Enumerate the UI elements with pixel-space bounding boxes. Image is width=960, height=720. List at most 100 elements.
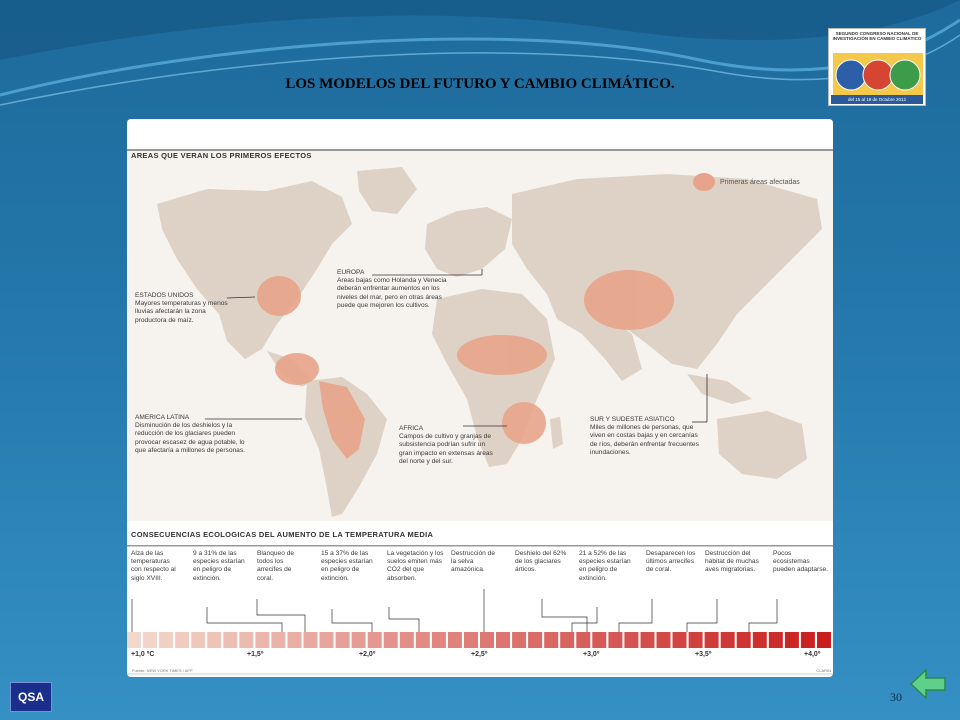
consequence-item: 9 a 31% de las especies estarían en peli… [193,550,245,582]
qsa-logo[interactable]: QSA [10,682,52,712]
scale-segment [239,632,254,648]
scale-segment [464,632,478,648]
scale-segment [672,632,687,648]
scale-segment [159,632,174,648]
scale-segment [736,632,751,648]
scale-segment [319,632,334,648]
consequence-item: Blanqueo de todos los arrecifes de coral… [257,550,295,582]
region-name: EUROPA [337,269,365,276]
region-desc: Miles de millones de personas, que viven… [590,424,699,456]
legend-swatch [693,173,715,191]
infographic-panel: AREAS QUE VERAN LOS PRIMEROS EFECTOS Pri… [127,119,833,677]
consequence-item: Destrucción de la selva amazónica. [451,550,495,574]
scale-segment [383,632,398,648]
region-name: AMERICA LATINA [135,414,190,421]
scale-segment [431,632,446,648]
source-credit: Fuente: NEW YORK TIMES / AFP [132,668,193,673]
scale-segment [271,632,286,648]
congress-logo: SEGUNDO CONGRESO NACIONAL DE INVESTIGACI… [828,28,926,106]
affected-central-america [275,353,319,385]
scale-segment [688,632,703,648]
scale-segment [624,632,639,648]
slide-title: LOS MODELOS DEL FUTURO Y CAMBIO CLIMÁTIC… [285,76,675,92]
scale-segment [143,632,157,648]
affected-southern-africa [502,402,546,444]
scale-segment [496,632,510,648]
scale-segment [207,632,222,648]
scale-segment [175,632,190,648]
consequence-item: Desaparecen los últimos arrecifes de cor… [646,550,696,574]
region-name: SUR Y SUDESTE ASIATICO [590,416,675,423]
scale-segment [367,632,382,648]
region-desc: Mayores temperaturas y menos lluvias afe… [135,300,228,324]
region-africa: AFRICA Campos de cultivo y granjas de su… [399,425,494,466]
logo-dates: del 15 al 19 de Octubre 2012 [831,95,923,104]
scale-segment [415,632,430,648]
scale-label: +2,5º [471,651,488,658]
logo-text: SEGUNDO CONGRESO NACIONAL DE INVESTIGACI… [832,31,922,41]
region-asia: SUR Y SUDESTE ASIATICO Miles de millones… [590,416,702,457]
consequences-title: CONSECUENCIAS ECOLOGICAS DEL AUMENTO DE … [131,530,434,539]
scale-label: +3,5º [695,651,712,658]
scale-segment [576,632,591,648]
scale-segment [768,632,783,648]
consequence-item: La vegetación y los suelos emiten más CO… [387,550,444,582]
scale-segment [223,632,238,648]
affected-usa [257,276,301,316]
scale-segment [704,632,719,648]
consequence-item: 21 a 52% de las especies estarían en pel… [579,550,631,582]
scale-label: +1,5º [247,651,264,658]
scale-segment [640,632,655,648]
region-latam: AMERICA LATINA Disminución de los deshie… [135,414,247,455]
map-section-title: AREAS QUE VERAN LOS PRIMEROS EFECTOS [131,151,312,160]
scale-segment [752,632,767,648]
scale-segment [127,632,141,648]
scale-segment [255,632,270,648]
legend-label: Primeras áreas afectadas [720,178,800,186]
scale-label: +4,0º [804,651,821,658]
scale-segment [817,632,831,648]
publisher-credit: CLARIN [816,668,831,673]
consequence-item: 15 a 37% de las especies estarían en pel… [321,550,373,582]
scale-segment [335,632,350,648]
scale-segment [528,632,543,648]
region-name: ESTADOS UNIDOS [135,292,194,299]
scale-segment [720,632,735,648]
scale-label: +1,0 ºC [131,651,155,658]
scale-segment [191,632,206,648]
scale-label: +2,0º [359,651,376,658]
affected-sahel [457,335,547,375]
world-map [127,119,833,677]
consequence-item: Alza de las temperaturas con respecto al… [131,550,176,582]
scale-segment [800,632,815,648]
scale-segment [592,632,607,648]
scale-segment [399,632,414,648]
scale-segment [560,632,575,648]
header-swoosh [0,0,960,106]
consequence-item: Pocos ecosistemas pueden adaptarse. [773,550,828,574]
region-name: AFRICA [399,425,424,432]
region-desc: Areas bajas como Holanda y Venecia deber… [337,277,447,309]
scale-segment [287,632,302,648]
map-legend: Primeras áreas afectadas [693,173,800,191]
scale-segment [303,632,318,648]
scale-segment [512,632,527,648]
scale-label: +3,0º [583,651,600,658]
scale-segment [784,632,799,648]
scale-segment [351,632,366,648]
consequence-item: Deshielo del 62% de los glaciares ártico… [515,550,567,574]
globes-icon [833,53,923,97]
region-desc: Disminución de los deshielos y la reducc… [135,422,245,454]
affected-asia [584,270,674,330]
region-usa: ESTADOS UNIDOS Mayores temperaturas y me… [135,292,230,325]
scale-segment [656,632,671,648]
scale-segment [480,632,494,648]
scale-segment [447,632,462,648]
region-europe: EUROPA Areas bajas como Holanda y Veneci… [337,269,447,310]
region-desc: Campos de cultivo y granjas de subsisten… [399,433,493,465]
consequence-item: Destrucción del hábitat de muchas aves m… [705,550,759,574]
affected-latam [319,381,365,459]
scale-segment [608,632,623,648]
scale-segment [544,632,559,648]
back-arrow-icon[interactable] [909,667,947,701]
